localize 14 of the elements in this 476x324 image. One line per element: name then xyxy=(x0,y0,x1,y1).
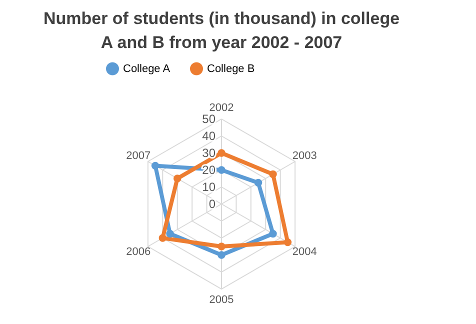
chart-title: Number of students (in thousand) in college A and B from year 2002 - 2007 xyxy=(43,9,400,52)
y-tick-label: 30 xyxy=(202,146,216,160)
legend-label: College B xyxy=(207,62,255,75)
spoke-label: 2005 xyxy=(209,294,234,306)
spoke-label: 2006 xyxy=(126,246,151,258)
spoke-label: 2003 xyxy=(292,150,317,162)
y-tick-label: 50 xyxy=(202,112,216,126)
spoke-label: 2007 xyxy=(126,150,151,162)
y-tick-label: 40 xyxy=(202,129,216,143)
spoke-label: 2002 xyxy=(209,102,234,114)
legend-label: College A xyxy=(123,62,171,75)
y-tick-label: 10 xyxy=(202,180,216,194)
y-tick-label: 0 xyxy=(208,197,216,211)
spoke-label: 2004 xyxy=(292,246,317,258)
